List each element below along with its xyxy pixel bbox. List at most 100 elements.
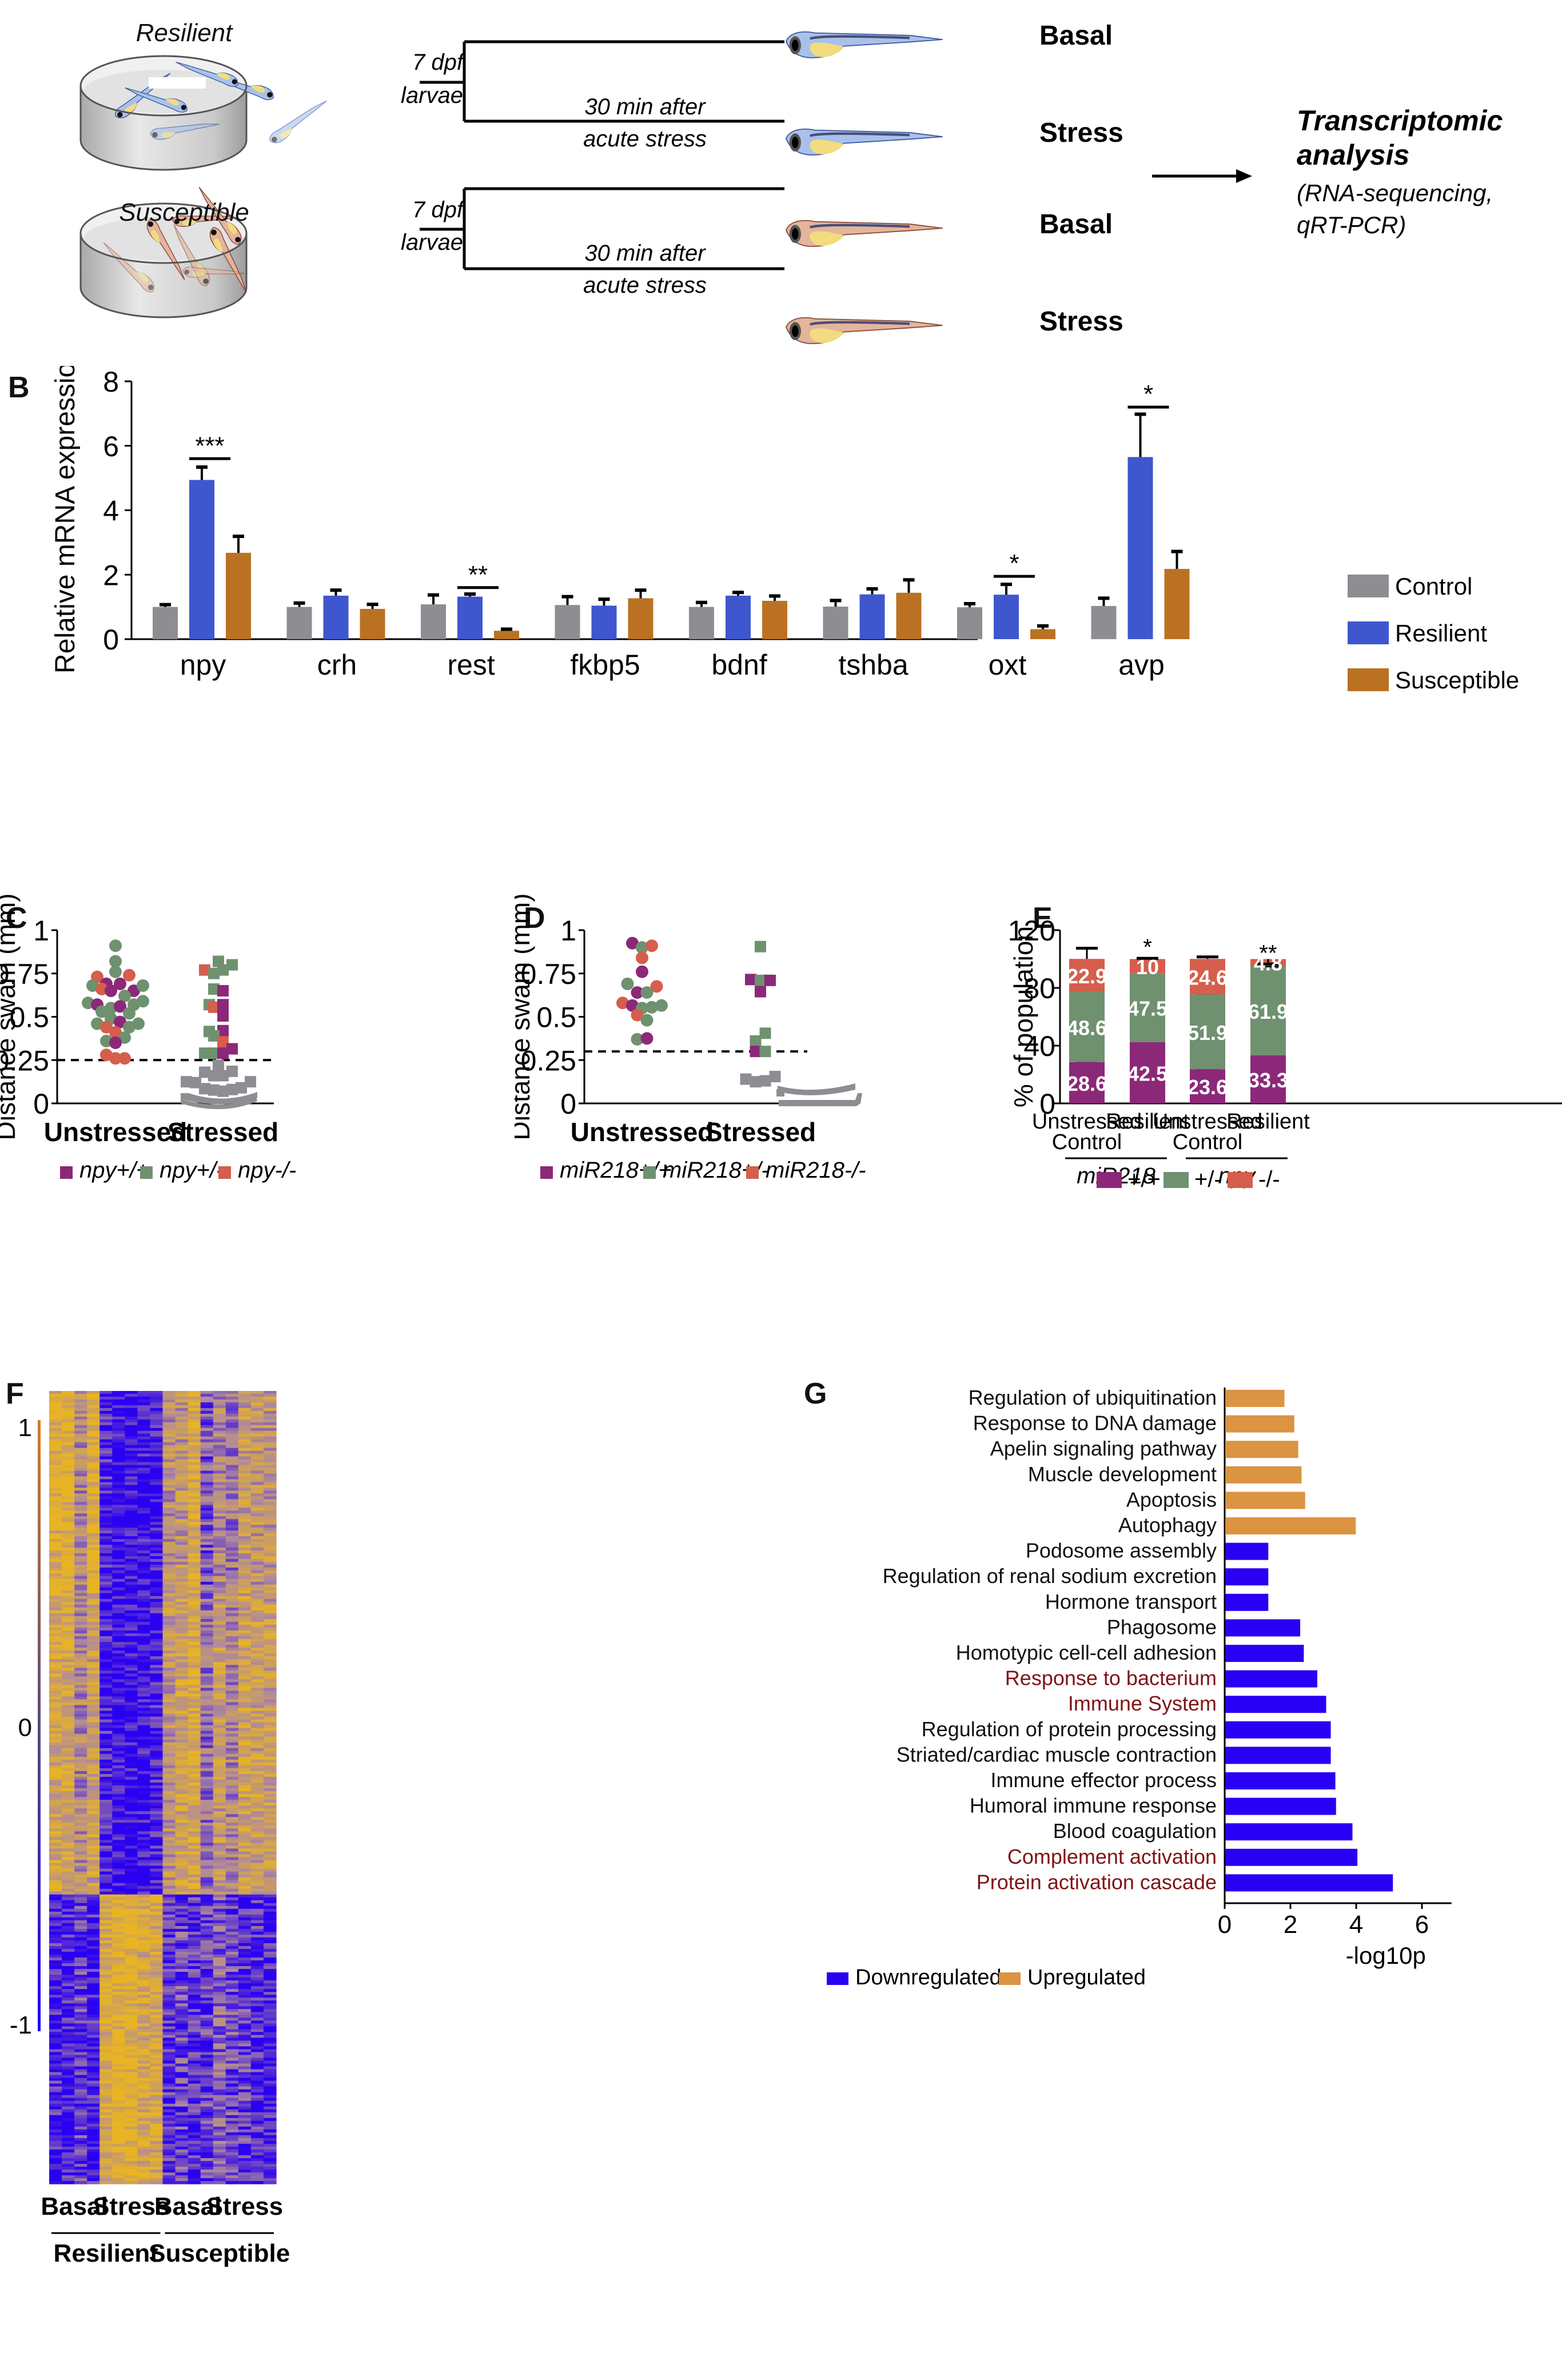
heatmap-cell	[125, 1728, 138, 1732]
heatmap-cell	[250, 1900, 264, 1904]
heatmap-cell	[200, 1911, 214, 1915]
heatmap-cell	[125, 1445, 138, 1449]
heatmap-cell	[125, 1883, 138, 1887]
heatmap-cell	[125, 1688, 138, 1691]
heatmap-cell	[162, 1762, 176, 1766]
heatmap-cell	[162, 1963, 176, 1967]
heatmap-cell	[87, 1923, 100, 1927]
heatmap-cell	[162, 1998, 176, 2001]
heatmap-cell	[137, 1811, 151, 1815]
heatmap-cell	[150, 1668, 164, 1671]
heatmap-cell	[238, 1410, 252, 1414]
heatmap-cell	[150, 1416, 164, 1420]
heatmap-cell	[125, 2106, 138, 2110]
heatmap-cell	[175, 1627, 189, 1631]
stacked-segment-0	[1069, 1062, 1105, 1103]
heatmap-cell	[49, 2038, 62, 2041]
heatmap-cell	[125, 1530, 138, 1534]
heatmap-cell	[49, 1911, 62, 1915]
heatmap-cell	[62, 1630, 75, 1634]
heatmap-cell	[238, 2023, 252, 2027]
heatmap-cell	[150, 2055, 164, 2059]
heatmap-cell	[225, 1765, 239, 1769]
heatmap-cell	[87, 1567, 100, 1571]
heatmap-cell	[74, 2035, 87, 2038]
heatmap-cell	[250, 1616, 264, 1620]
heatmap-cell	[99, 1542, 113, 1545]
heatmap-cell	[250, 1396, 264, 1400]
heatmap-cell	[49, 1972, 62, 1975]
heatmap-cell	[62, 2066, 75, 2070]
data-point	[640, 1014, 654, 1027]
heatmap-cell	[87, 1476, 100, 1480]
heatmap-cell	[74, 1630, 87, 1634]
heatmap-cell	[175, 1430, 189, 1434]
heatmap-cell	[99, 1725, 113, 1729]
heatmap-cell	[162, 1946, 176, 1950]
data-point	[118, 990, 131, 1003]
heatmap-cell	[263, 1488, 277, 1491]
heatmap-cell	[49, 1590, 62, 1594]
heatmap-cell	[150, 1528, 164, 1531]
heatmap-cell	[125, 1405, 138, 1409]
heatmap-cell	[213, 1630, 226, 1634]
heatmap-cell	[200, 1931, 214, 1935]
heatmap-cell	[238, 1525, 252, 1528]
heatmap-cell	[112, 1604, 125, 1608]
heatmap-cell	[99, 2049, 113, 2053]
heatmap-cell	[175, 1659, 189, 1663]
heatmap-cell	[188, 1955, 201, 1958]
heatmap-cell	[62, 1539, 75, 1542]
heatmap-cell	[112, 1831, 125, 1835]
heatmap-cell	[250, 1639, 264, 1643]
heatmap-cell	[162, 1905, 176, 1909]
heatmap-cell	[99, 1673, 113, 1677]
heatmap-cell	[125, 1453, 138, 1457]
heatmap-cell	[125, 1719, 138, 1723]
heatmap-cell	[188, 1393, 201, 1397]
heatmap-cell	[74, 2069, 87, 2073]
heatmap-cell	[112, 1482, 125, 1485]
heatmap-cell	[200, 1773, 214, 1777]
heatmap-cell	[150, 1519, 164, 1522]
heatmap-cell	[125, 1854, 138, 1858]
heatmap-cell	[87, 1897, 100, 1901]
heatmap-cell	[162, 1676, 176, 1680]
data-point	[114, 1015, 126, 1028]
heatmap-cell	[200, 1725, 214, 1729]
heatmap-cell	[112, 1725, 125, 1729]
heatmap-cell	[125, 2083, 138, 2087]
heatmap-cell	[87, 1739, 100, 1743]
heatmap-cell	[225, 1665, 239, 1668]
heatmap-cell	[263, 1393, 277, 1397]
heatmap-cell	[99, 2058, 113, 2062]
heatmap-cell	[188, 2023, 201, 2027]
heatmap-cell	[200, 1748, 214, 1752]
heatmap-cell	[175, 1874, 189, 1878]
heatmap-cell	[200, 1762, 214, 1766]
heatmap-cell	[263, 1671, 277, 1674]
heatmap-cell	[188, 1937, 201, 1941]
heatmap-cell	[162, 1725, 176, 1729]
heatmap-cell	[99, 1510, 113, 1514]
heatmap-cell	[62, 1880, 75, 1884]
heatmap-cell	[225, 1891, 239, 1895]
heatmap-cell	[162, 1482, 176, 1485]
heatmap-cell	[137, 1508, 151, 1511]
heatmap-cell	[162, 1891, 176, 1895]
heatmap-cell	[150, 1544, 164, 1548]
heatmap-cell	[62, 1528, 75, 1531]
heatmap-cell	[74, 1627, 87, 1631]
heatmap-cell	[188, 1731, 201, 1735]
heatmap-cell	[112, 1992, 125, 1995]
heatmap-cell	[200, 1659, 214, 1663]
heatmap-cell	[250, 2075, 264, 2079]
heatmap-cell	[99, 1653, 113, 1657]
heatmap-cell	[62, 1975, 75, 1978]
heatmap-cell	[99, 1923, 113, 1927]
heatmap-cell	[175, 1547, 189, 1551]
heatmap-cell	[263, 1848, 277, 1852]
heatmap-cell	[112, 1448, 125, 1452]
heatmap-cell	[49, 1828, 62, 1832]
heatmap-cell	[225, 1900, 239, 1904]
